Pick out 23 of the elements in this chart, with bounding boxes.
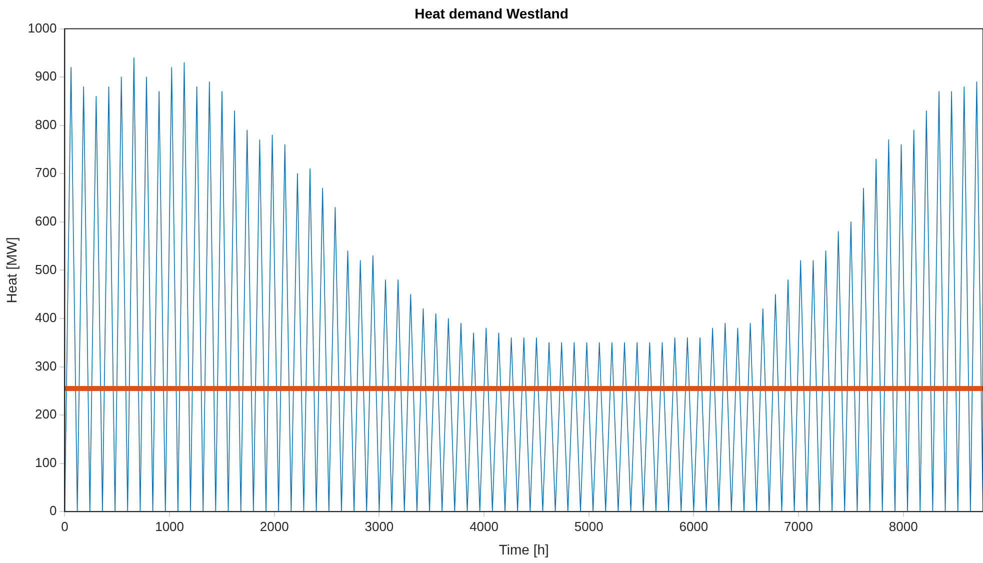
y-tick-label: 200	[35, 406, 57, 422]
y-tick-label: 700	[35, 165, 57, 180]
x-tick-label: 0	[61, 518, 68, 534]
y-tick-label: 800	[35, 116, 57, 132]
x-tick-label: 8000	[888, 518, 918, 534]
y-tick-label: 0	[49, 503, 57, 518]
x-axis-title: Time [h]	[498, 541, 549, 558]
x-tick-label: 1000	[155, 518, 184, 534]
x-tick-label: 5000	[574, 518, 604, 534]
x-tick-label: 3000	[364, 518, 394, 534]
y-tick-label: 1000	[28, 20, 57, 36]
y-tick-label: 500	[35, 262, 57, 277]
y-tick-label: 900	[35, 68, 57, 84]
x-tick-label: 2000	[260, 518, 289, 534]
y-tick-label: 400	[35, 310, 57, 326]
chart-title: Heat demand Westland	[414, 5, 568, 22]
y-axis-title: Heat [MW]	[3, 237, 20, 304]
y-tick-label: 300	[35, 358, 57, 374]
x-tick-label: 4000	[470, 518, 498, 534]
y-tick-label: 100	[35, 454, 57, 470]
x-tick-label: 6000	[679, 518, 708, 534]
y-tick-label: 600	[35, 214, 57, 228]
x-tick-label: 7000	[784, 518, 813, 534]
